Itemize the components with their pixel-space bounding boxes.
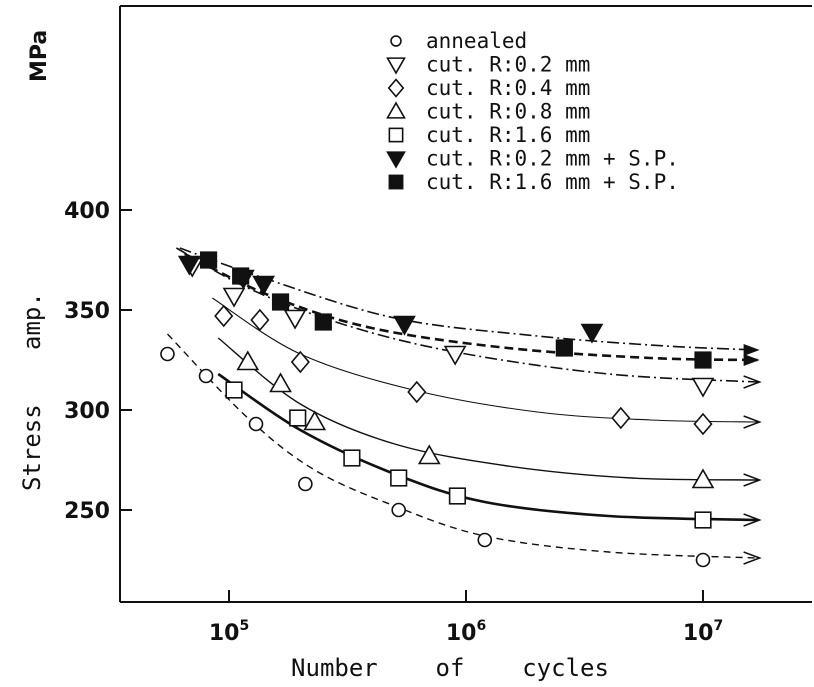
- point-cut-r-1-6-mm: [390, 469, 408, 487]
- arrowhead-cut-r-0-2-mm-s-p: [743, 344, 760, 356]
- point-cut-r-0-2-mm: [222, 287, 246, 308]
- legend-label-cut-r-1-6-mm: cut. R:1.6 mm: [426, 123, 590, 147]
- point-cut-r-0-2-mm-s-p: [393, 315, 416, 336]
- legend-marker-cut-r-0-4-mm: [387, 78, 405, 98]
- point-cut-r-0-2-mm: [283, 309, 307, 330]
- point-annealed: [477, 532, 493, 548]
- curve-cut-r-1-6-mm: [217, 372, 758, 522]
- y-tick-label: 250: [64, 499, 110, 524]
- data-points: [160, 251, 715, 568]
- legend-label-cut-r-1-6-mm-s-p: cut. R:1.6 mm + S.P.: [426, 170, 679, 194]
- point-cut-r-1-6-mm-s-p: [199, 251, 218, 269]
- point-cut-r-0-4-mm: [214, 304, 234, 328]
- y-unit-label: MPa: [27, 30, 52, 82]
- legend-marker-annealed: [390, 35, 402, 47]
- point-cut-r-1-6-mm-s-p: [314, 313, 332, 331]
- legend-marker-cut-r-0-8-mm: [386, 101, 406, 119]
- legend-label-annealed: annealed: [426, 29, 527, 53]
- point-cut-r-1-6-mm: [289, 409, 307, 427]
- legend-marker-cut-r-1-6-mm: [388, 127, 404, 143]
- fit-curves: [166, 247, 762, 565]
- x-ticks: 105 106 107: [209, 590, 723, 646]
- point-cut-r-0-4-mm: [407, 380, 427, 404]
- legend-label-cut-r-0-2-mm-s-p: cut. R:0.2 mm + S.P.: [426, 147, 679, 171]
- legend-marker-cut-r-0-2-mm-s-p: [386, 151, 406, 169]
- point-cut-r-0-2-mm-s-p: [580, 323, 604, 344]
- x-axis-label: Number of cycles: [291, 654, 609, 682]
- arrowhead-cut-r-0-4-mm: [743, 415, 762, 429]
- point-annealed: [248, 416, 264, 432]
- y-tick-label: 300: [64, 399, 110, 424]
- point-cut-r-1-6-mm-s-p: [555, 339, 573, 357]
- x-tick-label: 107: [683, 618, 723, 646]
- point-cut-r-1-6-mm: [694, 511, 712, 529]
- curve-annealed: [166, 333, 758, 559]
- legend-label-cut-r-0-2-mm: cut. R:0.2 mm: [426, 53, 590, 77]
- point-cut-r-1-6-mm: [343, 449, 361, 467]
- y-ticks: 250 300 350 400: [64, 199, 132, 524]
- point-cut-r-0-8-mm: [303, 410, 327, 431]
- point-cut-r-1-6-mm-s-p: [271, 293, 290, 311]
- curve-cut-r-0-4-mm: [212, 297, 758, 423]
- legend-label-cut-r-0-4-mm: cut. R:0.4 mm: [426, 76, 590, 100]
- point-cut-r-1-6-mm: [225, 381, 243, 399]
- point-cut-r-1-6-mm: [448, 487, 467, 505]
- arrowhead-annealed: [743, 551, 762, 565]
- curve-cut-r-1-6-mm-s-p: [184, 252, 758, 362]
- y-tick-label: 350: [64, 299, 110, 324]
- y-axis-label-stress: Stress: [18, 404, 46, 491]
- curve-cut-r-0-8-mm: [217, 337, 758, 481]
- arrowhead-cut-r-0-8-mm: [743, 473, 762, 487]
- legend-marker-cut-r-0-2-mm: [386, 57, 406, 75]
- point-annealed: [391, 502, 407, 518]
- point-cut-r-0-8-mm: [417, 444, 441, 465]
- point-annealed: [198, 368, 214, 384]
- x-tick-label: 106: [446, 618, 486, 646]
- curve-cut-r-0-2-mm: [176, 247, 758, 383]
- point-cut-r-0-4-mm: [290, 350, 310, 374]
- arrowhead-cut-r-1-6-mm-s-p: [743, 354, 760, 366]
- point-cut-r-0-8-mm: [691, 468, 715, 489]
- legend-marker-cut-r-1-6-mm-s-p: [388, 174, 404, 190]
- y-axis-label-amp: amp.: [18, 292, 46, 350]
- arrowhead-cut-r-0-2-mm: [743, 375, 762, 389]
- point-annealed: [298, 476, 313, 492]
- point-cut-r-0-4-mm: [611, 406, 631, 430]
- point-cut-r-0-8-mm: [269, 372, 292, 393]
- x-tick-label: 105: [209, 618, 249, 646]
- legend-label-cut-r-0-8-mm: cut. R:0.8 mm: [426, 100, 590, 124]
- arrowhead-cut-r-1-6-mm: [743, 513, 762, 527]
- point-cut-r-1-6-mm-s-p: [694, 351, 712, 369]
- point-cut-r-0-4-mm: [250, 308, 270, 332]
- point-cut-r-0-4-mm: [693, 412, 713, 436]
- point-cut-r-1-6-mm-s-p: [232, 267, 250, 285]
- point-cut-r-0-2-mm: [443, 345, 467, 366]
- y-tick-label: 400: [64, 199, 110, 224]
- point-cut-r-0-2-mm: [691, 377, 715, 398]
- point-annealed: [160, 346, 175, 362]
- point-cut-r-0-8-mm: [236, 350, 260, 371]
- point-cut-r-0-2-mm-s-p: [177, 255, 201, 276]
- point-annealed: [695, 552, 711, 568]
- point-cut-r-0-2-mm-s-p: [252, 275, 276, 296]
